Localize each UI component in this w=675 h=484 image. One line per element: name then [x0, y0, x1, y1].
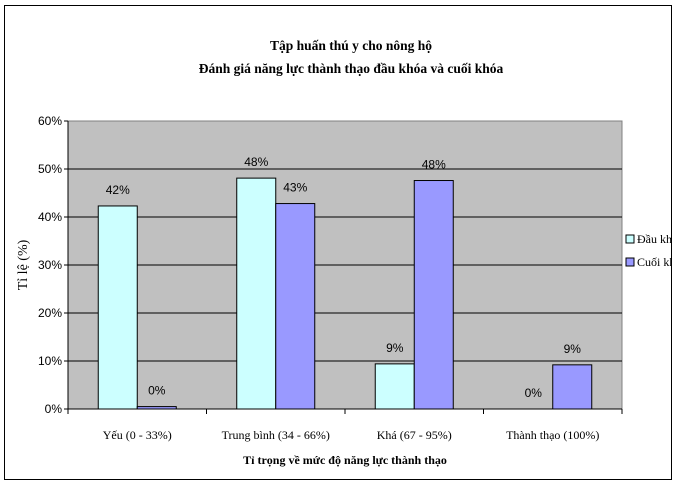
y-axis-title: Tỉ lệ (%): [16, 239, 31, 290]
bar-cuoi-khoa: [275, 203, 316, 410]
legend-label: Đầu khó: [637, 232, 671, 246]
data-label: 43%: [283, 181, 307, 195]
chart-title: Tập huấn thú y cho nông hộ: [270, 38, 432, 53]
y-tick-label: 60%: [38, 114, 62, 128]
bar-cuoi-khoa: [552, 364, 593, 410]
y-tick-label: 40%: [38, 210, 62, 224]
legend-label: Cuối khó: [637, 255, 671, 269]
bar-dau-khoa: [236, 177, 277, 410]
data-label: 0%: [525, 386, 543, 400]
x-category-label: Trung bình (34 - 66%): [222, 428, 330, 442]
y-tick-label: 30%: [38, 258, 62, 272]
x-axis-title: Tỉ trọng về mức độ năng lực thành thạo: [243, 453, 447, 467]
legend-swatch: [625, 234, 635, 244]
data-label: 9%: [386, 341, 404, 355]
chart-frame: Tập huấn thú y cho nông hộ Đánh giá năng…: [4, 5, 672, 480]
bar-dau-khoa: [374, 363, 415, 410]
y-tick-label: 10%: [38, 354, 62, 368]
data-label: 48%: [422, 158, 446, 172]
bars: [97, 177, 593, 410]
chart-subtitle: Đánh giá năng lực thành thạo đầu khóa và…: [199, 61, 504, 76]
x-category-label: Yếu (0 - 33%): [103, 428, 172, 442]
grid-lines: [68, 168, 622, 362]
x-category-label: Khá (67 - 95%): [377, 428, 452, 442]
data-labels: 42% 0% 48% 43% 9% 48% 0% 9%: [106, 155, 582, 400]
legend-swatch: [625, 257, 635, 267]
y-tick-label: 50%: [38, 162, 62, 176]
data-label: 0%: [148, 384, 166, 398]
axes: 0% 10% 20% 30% 40% 50% 60% Yếu (0 - 33%) Trung b…: [38, 114, 623, 442]
bar-chart: Tập huấn thú y cho nông hộ Đánh giá năng…: [16, 38, 671, 467]
y-tick-label: 0%: [45, 402, 63, 416]
y-tick-label: 20%: [38, 306, 62, 320]
data-label: 48%: [244, 155, 268, 169]
data-label: 9%: [564, 342, 582, 356]
x-category-label: Thành thạo (100%): [506, 428, 599, 442]
legend: Đầu khó Cuối khó: [625, 232, 671, 269]
bar-cuoi-khoa: [413, 180, 454, 410]
data-label: 42%: [106, 183, 130, 197]
bar-dau-khoa: [97, 205, 138, 410]
